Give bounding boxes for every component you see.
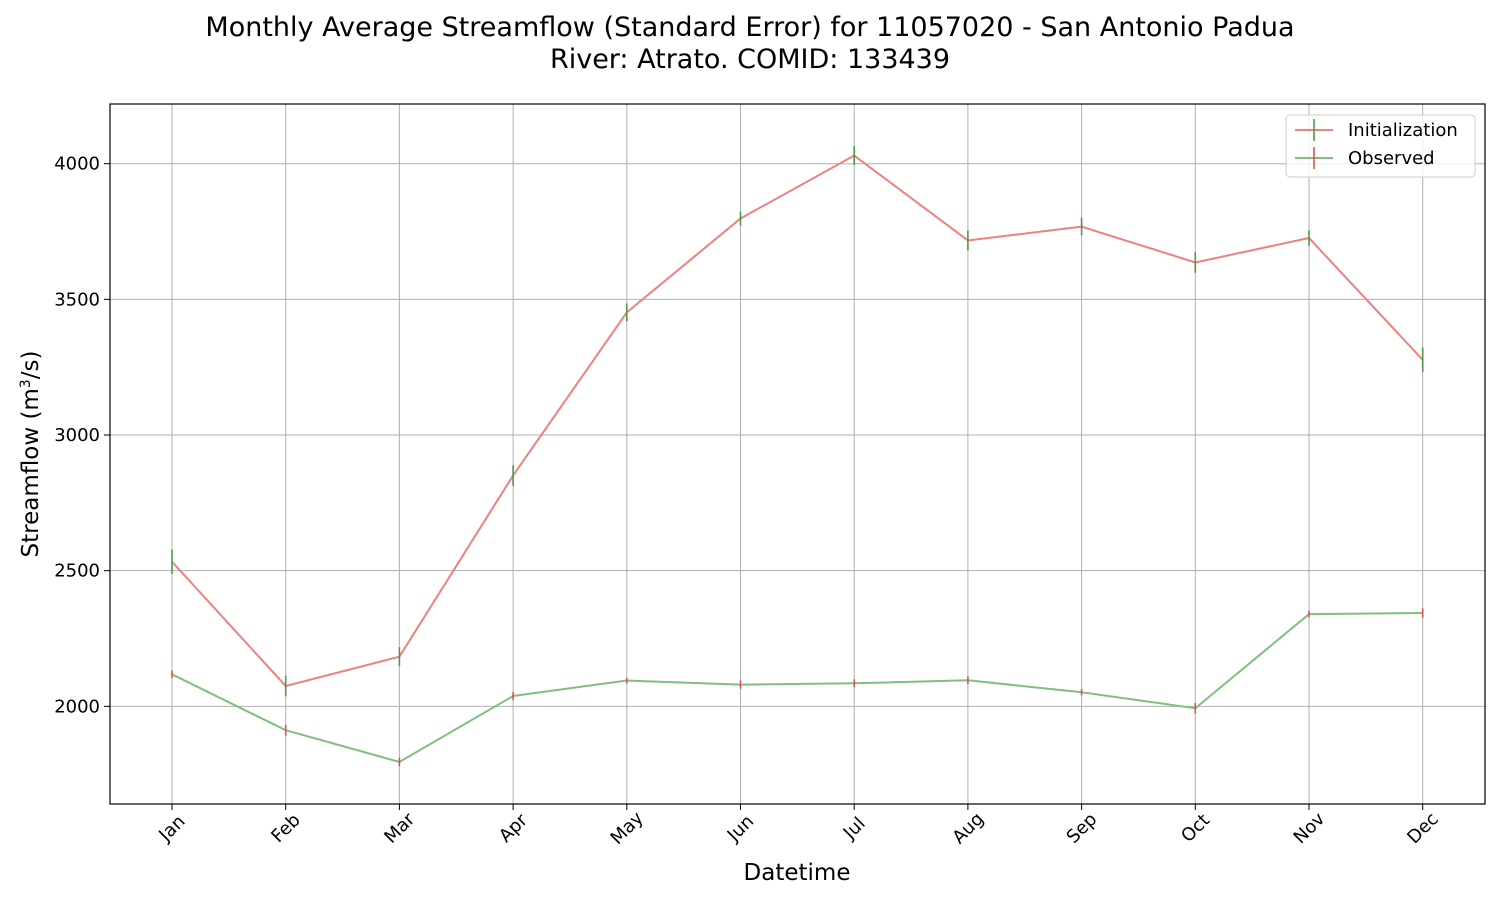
- y-tick-label: 4000: [54, 154, 100, 175]
- x-tick-label: Jan: [154, 811, 189, 846]
- x-tick-label: Nov: [1290, 808, 1330, 848]
- y-tick-label: 2000: [54, 696, 100, 717]
- x-tick-label: Feb: [267, 810, 304, 847]
- plot-frame: [109, 103, 1486, 805]
- legend: Initialization Observed: [1285, 114, 1476, 178]
- chart-title-line-2: River: Atrato. COMID: 133439: [549, 44, 951, 75]
- y-axis-label: Streamflow (m3/s): [18, 351, 44, 558]
- x-tick-label: Mar: [380, 809, 419, 848]
- legend-label-observed: Observed: [1348, 148, 1435, 169]
- y-tick-label: 2500: [54, 561, 100, 582]
- chart-title-line-1: Monthly Average Streamflow (Standard Err…: [205, 12, 1295, 43]
- legend-label-initialization: Initialization: [1348, 120, 1458, 141]
- legend-box: [1285, 114, 1476, 178]
- grid-layer: [110, 104, 1485, 804]
- axis-layer: Jan Feb Mar Apr May Jun Jul Aug Sep Oct Nov Dec 2000…: [54, 154, 1443, 849]
- x-tick-label: Dec: [1403, 809, 1442, 848]
- series-line-initialization: [171, 154, 1424, 688]
- series-layer: [171, 146, 1424, 767]
- series-line-observed: [171, 611, 1423, 764]
- x-tick-label: Aug: [948, 808, 988, 848]
- x-tick-label: Apr: [495, 809, 532, 846]
- x-axis-label: Datetime: [744, 860, 851, 886]
- y-tick-label: 3000: [54, 425, 100, 446]
- x-tick-label: Sep: [1063, 809, 1102, 848]
- x-tick-label: Jun: [723, 811, 758, 846]
- x-tick-label: Oct: [1177, 810, 1214, 847]
- y-tick-label: 3500: [54, 289, 100, 310]
- x-tick-label: Jul: [839, 813, 870, 844]
- x-tick-label: May: [607, 808, 648, 849]
